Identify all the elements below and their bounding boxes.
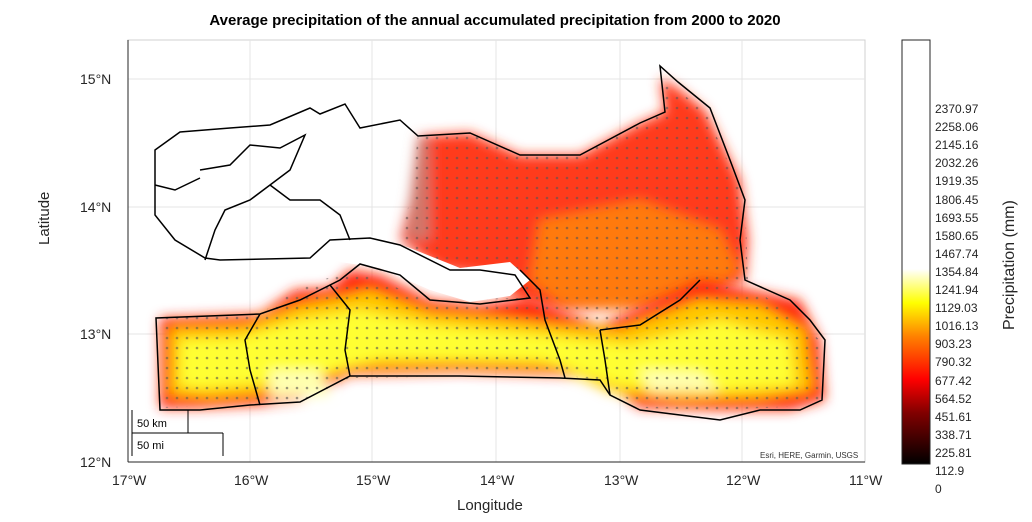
x-tick-16w: 16°W: [234, 472, 269, 488]
colorbar-tick-label: 564.52: [935, 391, 972, 406]
colorbar-tick-label: 451.61: [935, 409, 972, 424]
colorbar-tick-label: 1693.55: [935, 210, 979, 225]
colorbar-tick-label: 0: [935, 482, 942, 497]
colorbar-tick-label: 903.23: [935, 337, 972, 352]
y-tick-12n: 12°N: [80, 454, 112, 470]
colorbar-tick-label: 1129.03: [935, 301, 978, 316]
x-axis-label: Longitude: [457, 497, 523, 514]
colorbar-tick-label: 2258.06: [935, 120, 979, 135]
x-tick-13w: 13°W: [604, 472, 639, 488]
y-tick-13n: 13°N: [80, 326, 112, 342]
colorbar-tick-label: 1580.65: [935, 228, 979, 243]
x-tick-15w: 15°W: [356, 472, 391, 488]
colorbar: [901, 39, 931, 465]
colorbar-tick-label: 2032.26: [935, 156, 979, 171]
scale-bar: [131, 410, 224, 456]
y-axis-label: Latitude: [36, 191, 53, 245]
colorbar-tick-label: 338.71: [935, 427, 972, 442]
y-tick-14n: 14°N: [80, 199, 112, 215]
x-tick-12w: 12°W: [726, 472, 761, 488]
colorbar-tick-label: 1467.74: [935, 246, 979, 261]
x-tick-17w: 17°W: [112, 472, 147, 488]
colorbar-tick-label: 2145.16: [935, 138, 979, 153]
axes-lines: [127, 40, 865, 463]
colorbar-tick-label: 1016.13: [935, 319, 979, 334]
colorbar-tick-label: 1241.94: [935, 283, 979, 297]
scale-km-label: 50 km: [137, 418, 167, 430]
x-tick-14w: 14°W: [480, 472, 515, 488]
colorbar-tick-label: 2370.97: [935, 102, 979, 116]
colorbar-tick-label: 1806.45: [935, 192, 979, 207]
colorbar-tick-label: 790.32: [935, 355, 972, 370]
precip-raster: [160, 78, 825, 410]
scale-mi-label: 50 mi: [137, 440, 164, 452]
y-tick-15n: 15°N: [80, 71, 112, 87]
colorbar-tick-label: 225.81: [935, 445, 972, 460]
x-tick-11w: 11°W: [849, 472, 883, 488]
colorbar-tick-label: 1919.35: [935, 174, 979, 189]
admin-boundaries: [154, 64, 826, 421]
colorbar-label: Precipitation (mm): [1001, 200, 1018, 330]
map-attribution: Esri, HERE, Garmin, USGS: [760, 451, 859, 460]
colorbar-tick-label: 677.42: [935, 373, 972, 388]
colorbar-tick-label: 112.9: [935, 464, 965, 478]
map-title: Average precipitation of the annual accu…: [209, 12, 781, 29]
colorbar-tick-label: 1354.84: [935, 264, 979, 279]
